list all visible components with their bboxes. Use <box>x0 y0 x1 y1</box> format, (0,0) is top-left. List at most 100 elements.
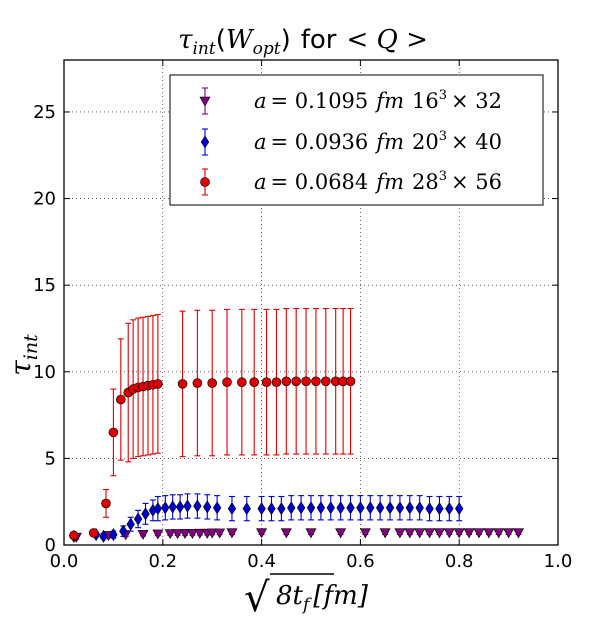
data-point <box>249 377 259 387</box>
title-for: for <box>301 25 337 55</box>
data-point <box>242 502 251 516</box>
data-point <box>336 501 345 515</box>
legend-label-unit: fm <box>374 89 404 113</box>
legend-label-a: a <box>254 130 267 154</box>
title-tau-subscript: int <box>193 39 216 59</box>
data-point <box>424 528 436 539</box>
data-point <box>415 501 424 515</box>
data-point <box>261 377 272 387</box>
data-point <box>455 502 464 516</box>
data-point <box>404 528 416 539</box>
data-point <box>512 528 524 539</box>
data-point <box>321 376 331 387</box>
y-tick-label: 5 <box>45 448 56 469</box>
legend-label-value: = 0.1095 <box>271 89 369 113</box>
legend-marker <box>199 96 211 107</box>
legend-label-a: a <box>254 89 267 113</box>
legend-label-lattice: 20 <box>412 130 439 154</box>
axis-ticks: 0.0 0.2 0.4 0.6 0.8 1.0 0 5 10 15 20 25 <box>33 60 572 572</box>
data-point <box>192 378 203 388</box>
data-point <box>168 500 177 514</box>
series-3 <box>69 308 356 541</box>
data-point <box>359 528 371 539</box>
legend-label-lattice: 28 <box>412 170 439 194</box>
x-axis-label-body-group: 8tf [fm] <box>276 581 369 615</box>
data-point <box>212 501 222 515</box>
data-point <box>164 529 176 540</box>
data-series <box>69 308 524 543</box>
data-point <box>177 379 188 389</box>
legend-label-unit: fm <box>374 130 404 154</box>
data-point <box>301 376 311 387</box>
data-point <box>88 528 99 538</box>
y-axis-label-subscript: int <box>20 334 42 360</box>
data-point <box>385 501 395 515</box>
data-point <box>214 528 226 539</box>
x-tick-label: 0.6 <box>346 551 375 572</box>
data-point <box>271 377 282 387</box>
data-point <box>433 528 445 539</box>
data-point <box>161 501 170 515</box>
data-point <box>335 528 347 539</box>
x-tick-label: 0.0 <box>50 551 79 572</box>
y-tick-label: 0 <box>45 535 56 556</box>
title-paren-open: ( <box>216 25 226 55</box>
data-point <box>194 528 206 539</box>
legend-label-exponent: 3 <box>439 129 447 144</box>
y-tick-label: 15 <box>33 275 56 296</box>
data-point <box>193 499 202 513</box>
data-point <box>287 501 296 515</box>
legend-entry-2: a = 0.0936 fm 203 × 40 <box>200 128 502 156</box>
data-point <box>99 529 108 543</box>
title-paren-close: ) <box>281 25 291 55</box>
data-point <box>116 394 126 405</box>
legend-label-a: a <box>254 170 267 194</box>
legend-box <box>169 74 544 206</box>
data-point <box>153 502 163 516</box>
data-point <box>108 427 119 438</box>
data-point <box>137 529 149 540</box>
data-point <box>109 528 118 542</box>
y-axis-label: τint <box>4 334 42 376</box>
data-point <box>414 528 426 539</box>
data-point <box>203 500 212 514</box>
data-point <box>473 528 485 539</box>
data-point <box>175 500 185 514</box>
data-point <box>237 377 247 387</box>
y-axis-label-tau: τ <box>4 360 37 376</box>
title-tau: τ <box>178 25 193 55</box>
data-point <box>280 528 292 539</box>
data-point <box>291 376 301 387</box>
legend-entry-3: a = 0.0684 fm 283 × 56 <box>200 168 502 196</box>
data-point <box>379 528 391 539</box>
data-point <box>206 528 218 539</box>
x-tick-label: 0.4 <box>247 551 276 572</box>
legend-label: a = 0.1095 fm 163 × 32 <box>254 88 502 113</box>
data-point <box>306 501 316 515</box>
x-axis-label-body: 8t <box>276 581 304 611</box>
data-point <box>183 499 192 513</box>
data-point <box>405 501 414 515</box>
legend: a = 0.1095 fm 163 × 32a = 0.0936 fm 203 × 40a = 0… <box>169 74 544 206</box>
data-point <box>152 529 164 540</box>
y-tick-label: 20 <box>33 189 56 210</box>
x-tick-label: 0.8 <box>445 551 474 572</box>
data-point <box>186 529 198 540</box>
data-point <box>311 376 321 387</box>
data-point <box>179 529 191 540</box>
data-point <box>141 507 150 521</box>
title-q: < Q > <box>346 25 427 55</box>
data-point <box>453 528 465 539</box>
x-tick-label: 0.2 <box>148 551 177 572</box>
data-point <box>376 501 385 515</box>
legend-label-time: × 56 <box>451 170 502 194</box>
y-tick-label: 25 <box>33 102 56 123</box>
data-point <box>257 502 266 516</box>
x-axis-label: √ 8tf [fm] <box>244 573 369 621</box>
data-point <box>69 530 79 541</box>
data-point <box>493 528 505 539</box>
data-point <box>281 376 292 387</box>
data-point <box>395 501 405 515</box>
legend-rows: a = 0.1095 fm 163 × 32a = 0.0936 fm 203 × 40a = 0… <box>199 87 502 196</box>
data-point <box>366 501 375 515</box>
